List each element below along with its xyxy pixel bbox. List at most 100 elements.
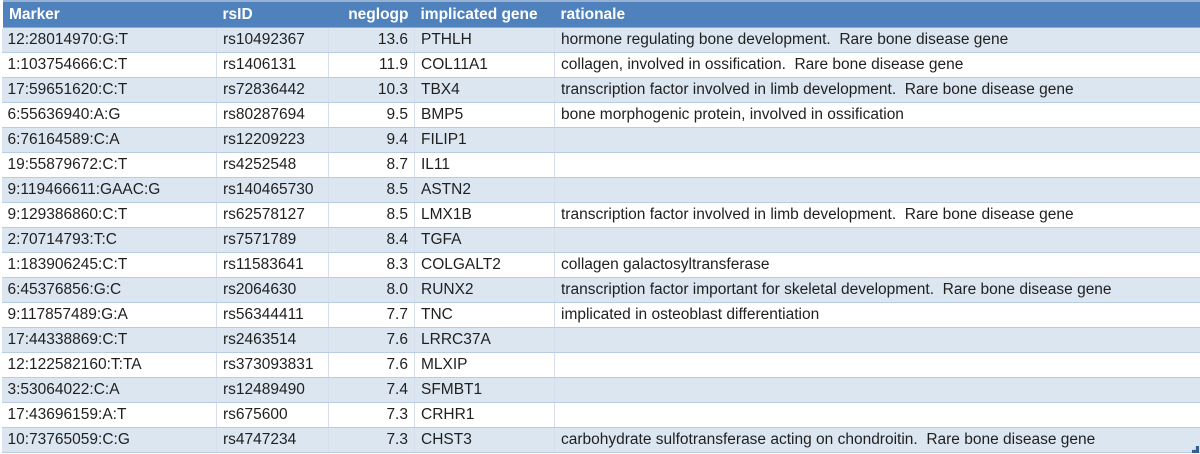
cell-rsid[interactable]: rs80287694 bbox=[216, 102, 329, 128]
table-row: 12:28014970:G:T rs10492367 13.6 PTHLH hormon… bbox=[1, 27, 1200, 53]
table-row: 17:43696159:A:T rs675600 7.3 CRHR1 bbox=[1, 402, 1200, 428]
table-row: 12:122582160:T:TA rs373093831 7.6 MLXIP bbox=[1, 352, 1200, 378]
cell-neglogp[interactable]: 8.5 bbox=[328, 202, 415, 228]
cell-rationale[interactable]: implicated in osteoblast differentiation bbox=[554, 302, 1200, 328]
cell-rsid[interactable]: rs675600 bbox=[216, 402, 329, 428]
cell-rationale[interactable]: collagen galactosyltransferase bbox=[554, 252, 1200, 278]
cell-rationale[interactable]: transcription factor important for skele… bbox=[554, 277, 1200, 303]
cell-neglogp[interactable]: 8.0 bbox=[328, 277, 415, 303]
header-cell-marker[interactable]: Marker bbox=[0, 0, 217, 28]
cell-rsid[interactable]: rs56344411 bbox=[216, 302, 329, 328]
cell-gene[interactable]: SFMBT1 bbox=[414, 377, 555, 403]
cell-gene[interactable]: ASTN2 bbox=[414, 177, 555, 203]
cell-marker[interactable]: 6:76164589:C:A bbox=[1, 127, 217, 153]
cell-neglogp[interactable]: 10.3 bbox=[328, 77, 415, 103]
cell-neglogp[interactable]: 7.6 bbox=[328, 327, 415, 353]
cell-gene[interactable]: COLGALT2 bbox=[414, 252, 555, 278]
cell-neglogp[interactable]: 7.6 bbox=[328, 352, 415, 378]
cell-rsid[interactable]: rs7571789 bbox=[216, 227, 329, 253]
cell-neglogp[interactable]: 8.7 bbox=[328, 152, 415, 178]
cell-rationale[interactable]: bone morphogenic protein, involved in os… bbox=[554, 102, 1200, 128]
cell-gene[interactable]: RUNX2 bbox=[414, 277, 555, 303]
cell-marker[interactable]: 9:117857489:G:A bbox=[1, 302, 217, 328]
cell-marker[interactable]: 1:183906245:C:T bbox=[1, 252, 217, 278]
cell-marker[interactable]: 17:59651620:C:T bbox=[1, 77, 217, 103]
cell-rationale[interactable] bbox=[554, 352, 1200, 378]
cell-gene[interactable]: TNC bbox=[414, 302, 555, 328]
cell-gene[interactable]: CRHR1 bbox=[414, 402, 555, 428]
cell-rsid[interactable]: rs373093831 bbox=[216, 352, 329, 378]
cell-rationale[interactable]: hormone regulating bone development. Rar… bbox=[554, 27, 1200, 53]
cell-rationale[interactable] bbox=[554, 402, 1200, 428]
cell-gene[interactable]: FILIP1 bbox=[414, 127, 555, 153]
cell-gene[interactable]: CHST3 bbox=[414, 427, 555, 453]
header-cell-rsid[interactable]: rsID bbox=[216, 0, 329, 28]
cell-neglogp[interactable]: 7.4 bbox=[328, 377, 415, 403]
cell-marker[interactable]: 3:53064022:C:A bbox=[1, 377, 217, 403]
cell-neglogp[interactable]: 7.3 bbox=[328, 427, 415, 453]
cell-neglogp[interactable]: 11.9 bbox=[328, 52, 415, 78]
cell-marker[interactable]: 12:28014970:G:T bbox=[1, 27, 217, 53]
cell-rationale[interactable] bbox=[554, 227, 1200, 253]
cell-rationale[interactable] bbox=[554, 152, 1200, 178]
cell-marker[interactable]: 17:44338869:C:T bbox=[1, 327, 217, 353]
cell-rationale[interactable] bbox=[554, 127, 1200, 153]
cell-gene[interactable]: MLXIP bbox=[414, 352, 555, 378]
cell-rsid[interactable]: rs11583641 bbox=[216, 252, 329, 278]
cell-marker[interactable]: 9:129386860:C:T bbox=[1, 202, 217, 228]
header-cell-rationale[interactable]: rationale bbox=[554, 0, 1200, 28]
cell-rsid[interactable]: rs72836442 bbox=[216, 77, 329, 103]
header-cell-gene[interactable]: implicated gene bbox=[414, 0, 555, 28]
cell-neglogp[interactable]: 9.4 bbox=[328, 127, 415, 153]
cell-marker[interactable]: 2:70714793:T:C bbox=[1, 227, 217, 253]
table-header: Marker rsID neglogp implicated gene rati… bbox=[0, 0, 1200, 28]
cell-rsid[interactable]: rs2064630 bbox=[216, 277, 329, 303]
cell-rsid[interactable]: rs4747234 bbox=[216, 427, 329, 453]
cell-marker[interactable]: 10:73765059:C:G bbox=[1, 427, 217, 453]
table-row: 10:73765059:C:G rs4747234 7.3 CHST3 carbohyd… bbox=[1, 427, 1200, 453]
cell-marker[interactable]: 6:45376856:G:C bbox=[1, 277, 217, 303]
cell-gene[interactable]: TBX4 bbox=[414, 77, 555, 103]
cell-marker[interactable]: 1:103754666:C:T bbox=[1, 52, 217, 78]
cell-rsid[interactable]: rs4252548 bbox=[216, 152, 329, 178]
cell-rationale[interactable] bbox=[554, 177, 1200, 203]
header-cell-neglogp[interactable]: neglogp bbox=[328, 0, 415, 28]
cell-gene[interactable]: COL11A1 bbox=[414, 52, 555, 78]
cell-neglogp[interactable]: 13.6 bbox=[328, 27, 415, 53]
table-row: 1:103754666:C:T rs1406131 11.9 COL11A1 colla… bbox=[1, 52, 1200, 78]
cell-rationale[interactable] bbox=[554, 327, 1200, 353]
cell-marker[interactable]: 17:43696159:A:T bbox=[1, 402, 217, 428]
cell-neglogp[interactable]: 8.3 bbox=[328, 252, 415, 278]
header-row: Marker rsID neglogp implicated gene rati… bbox=[0, 0, 1200, 28]
cell-gene[interactable]: TGFA bbox=[414, 227, 555, 253]
cell-neglogp[interactable]: 9.5 bbox=[328, 102, 415, 128]
cell-marker[interactable]: 19:55879672:C:T bbox=[1, 152, 217, 178]
cell-rsid[interactable]: rs12489490 bbox=[216, 377, 329, 403]
cell-gene[interactable]: PTHLH bbox=[414, 27, 555, 53]
table-row: 9:117857489:G:A rs56344411 7.7 TNC implicate… bbox=[1, 302, 1200, 328]
cell-marker[interactable]: 12:122582160:T:TA bbox=[1, 352, 217, 378]
cell-rsid[interactable]: rs12209223 bbox=[216, 127, 329, 153]
cell-rationale[interactable] bbox=[554, 377, 1200, 403]
cell-neglogp[interactable]: 7.7 bbox=[328, 302, 415, 328]
cell-rsid[interactable]: rs10492367 bbox=[216, 27, 329, 53]
table-row: 1:183906245:C:T rs11583641 8.3 COLGALT2 coll… bbox=[1, 252, 1200, 278]
cell-neglogp[interactable]: 7.3 bbox=[328, 402, 415, 428]
cell-marker[interactable]: 9:119466611:GAAC:G bbox=[1, 177, 217, 203]
cell-gene[interactable]: LMX1B bbox=[414, 202, 555, 228]
cell-rsid[interactable]: rs2463514 bbox=[216, 327, 329, 353]
table-row: 6:76164589:C:A rs12209223 9.4 FILIP1 bbox=[1, 127, 1200, 153]
cell-rationale[interactable]: carbohydrate sulfotransferase acting on … bbox=[554, 427, 1200, 453]
cell-rationale[interactable]: transcription factor involved in limb de… bbox=[554, 202, 1200, 228]
cell-rsid[interactable]: rs140465730 bbox=[216, 177, 329, 203]
cell-gene[interactable]: BMP5 bbox=[414, 102, 555, 128]
cell-gene[interactable]: IL11 bbox=[414, 152, 555, 178]
cell-neglogp[interactable]: 8.5 bbox=[328, 177, 415, 203]
cell-rationale[interactable]: transcription factor involved in limb de… bbox=[554, 77, 1200, 103]
cell-rsid[interactable]: rs1406131 bbox=[216, 52, 329, 78]
cell-gene[interactable]: LRRC37A bbox=[414, 327, 555, 353]
cell-neglogp[interactable]: 8.4 bbox=[328, 227, 415, 253]
cell-rationale[interactable]: collagen, involved in ossification. Rare… bbox=[554, 52, 1200, 78]
cell-marker[interactable]: 6:55636940:A:G bbox=[1, 102, 217, 128]
cell-rsid[interactable]: rs62578127 bbox=[216, 202, 329, 228]
